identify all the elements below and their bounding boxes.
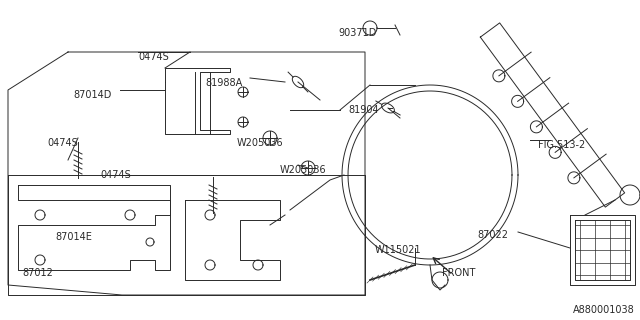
Text: 81988A: 81988A bbox=[205, 78, 243, 88]
Text: 87014D: 87014D bbox=[73, 90, 111, 100]
Text: 81904: 81904 bbox=[348, 105, 379, 115]
Text: 90371D: 90371D bbox=[338, 28, 376, 38]
Text: W115021: W115021 bbox=[375, 245, 422, 255]
Text: 0474S: 0474S bbox=[138, 52, 169, 62]
Text: W205036: W205036 bbox=[280, 165, 326, 175]
Text: FRONT: FRONT bbox=[442, 268, 476, 278]
Text: 0474S: 0474S bbox=[47, 138, 77, 148]
Text: 0474S: 0474S bbox=[100, 170, 131, 180]
Text: 87022: 87022 bbox=[477, 230, 508, 240]
Text: A880001038: A880001038 bbox=[573, 305, 635, 315]
Text: FIG.513-2: FIG.513-2 bbox=[538, 140, 585, 150]
Text: 87012: 87012 bbox=[22, 268, 53, 278]
Text: 87014E: 87014E bbox=[55, 232, 92, 242]
Text: W205036: W205036 bbox=[237, 138, 284, 148]
